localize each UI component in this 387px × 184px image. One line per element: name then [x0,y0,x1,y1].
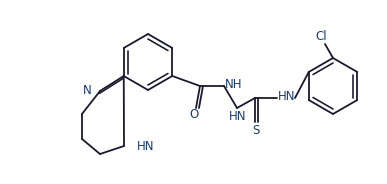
Text: HN: HN [278,89,296,102]
Text: HN: HN [229,109,247,123]
Text: S: S [252,123,260,137]
Text: NH: NH [225,77,243,91]
Text: HN: HN [137,139,154,153]
Text: Cl: Cl [315,29,327,43]
Text: N: N [83,84,92,98]
Text: O: O [189,109,199,121]
